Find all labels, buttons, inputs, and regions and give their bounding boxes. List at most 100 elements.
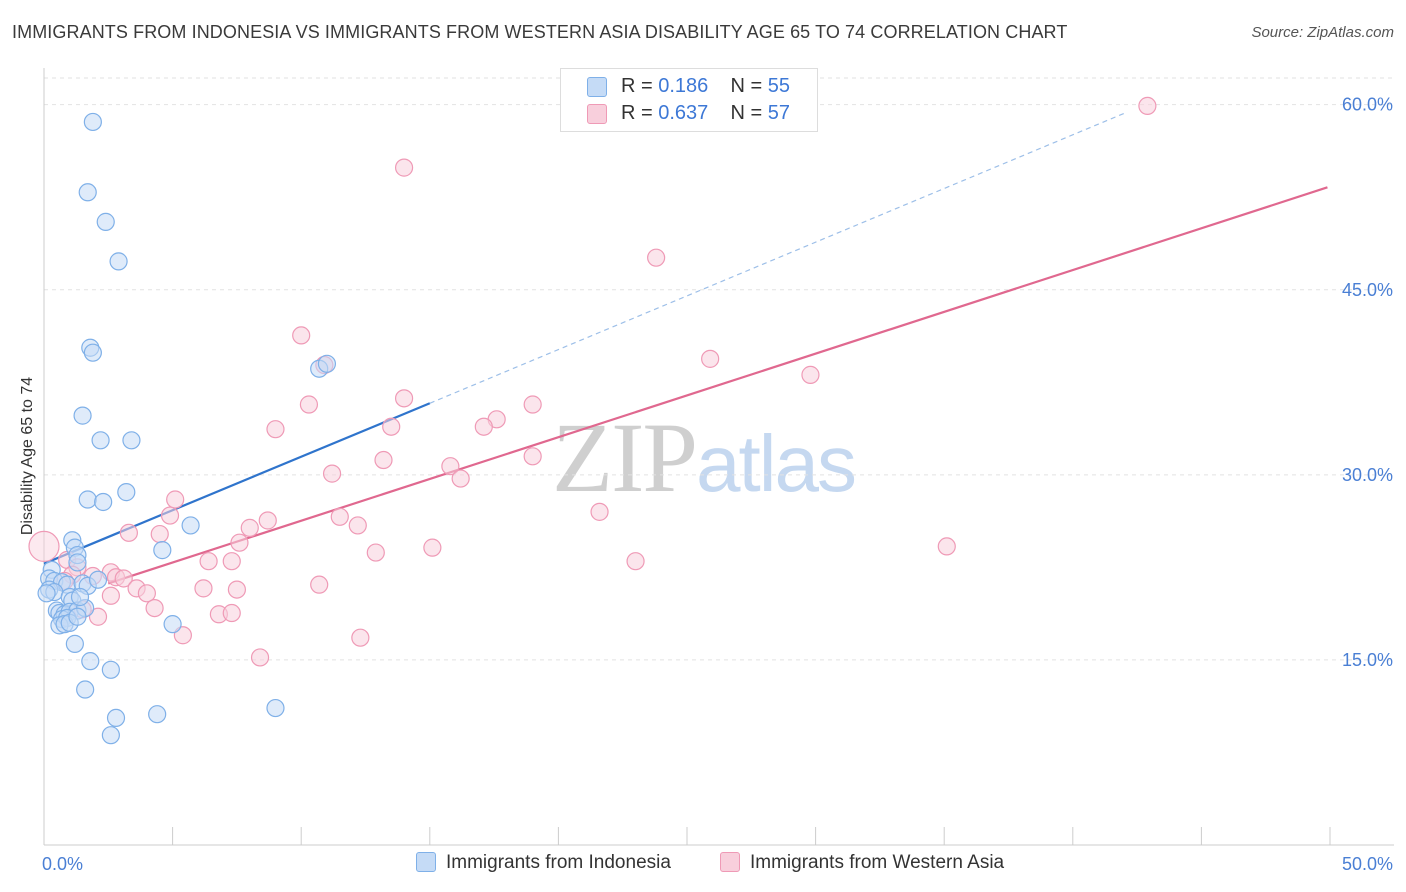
legend-r-label: R = — [621, 102, 653, 124]
point-western-asia — [119, 523, 138, 542]
point-western-asia — [523, 395, 542, 414]
point-indonesia — [101, 660, 120, 679]
data-points — [28, 96, 1157, 745]
x-tick-label-max: 50.0% — [1342, 854, 1393, 874]
point-western-asia — [523, 447, 542, 466]
point-western-asia — [292, 326, 311, 345]
bottom-legend-indonesia: Immigrants from Indonesia — [416, 852, 671, 874]
tick-labels: 15.0% 30.0% 45.0% 60.0% 0.0% 50.0% — [42, 95, 1393, 874]
point-western-asia-cluster — [28, 530, 60, 563]
y-tick-label: 45.0% — [1342, 280, 1393, 300]
y-tick-label: 30.0% — [1342, 465, 1393, 485]
point-western-asia — [322, 464, 342, 483]
axes — [43, 68, 1394, 846]
point-western-asia — [173, 626, 192, 645]
point-western-asia — [801, 365, 820, 384]
point-indonesia — [317, 354, 337, 373]
point-western-asia — [937, 537, 956, 556]
point-indonesia — [65, 634, 84, 653]
point-western-asia — [250, 648, 270, 667]
point-western-asia — [366, 543, 385, 562]
point-western-asia — [1138, 96, 1157, 116]
point-indonesia — [94, 492, 113, 512]
point-western-asia — [451, 469, 470, 488]
point-western-asia — [258, 511, 277, 530]
point-indonesia — [81, 652, 100, 671]
point-indonesia — [109, 252, 128, 271]
legend-n-value-indonesia: 55 — [767, 75, 791, 97]
legend-n-label: N = — [730, 102, 763, 124]
point-indonesia — [37, 584, 56, 603]
y-tick-label: 15.0% — [1342, 650, 1393, 670]
point-indonesia — [76, 680, 95, 699]
point-indonesia — [181, 516, 200, 535]
correlation-legend: R = 0.186 N = 55 R = 0.637 N = 57 — [560, 68, 818, 132]
watermark-atlas: atlas — [696, 419, 857, 508]
point-indonesia — [266, 698, 285, 718]
legend-n-value-western-asia: 57 — [767, 102, 791, 124]
point-western-asia — [222, 552, 241, 571]
legend-r-value-western-asia: 0.637 — [658, 102, 709, 124]
bottom-legend-swatch-indonesia — [416, 852, 436, 872]
legend-r-label: R = — [621, 75, 653, 97]
point-western-asia — [351, 628, 370, 647]
point-western-asia — [441, 457, 460, 476]
point-western-asia — [101, 586, 120, 605]
source-credit: Source: ZipAtlas.com — [1251, 24, 1394, 41]
chart-title: IMMIGRANTS FROM INDONESIA VS IMMIGRANTS … — [12, 22, 1068, 42]
point-western-asia — [137, 584, 156, 603]
point-indonesia — [68, 553, 87, 572]
trend-line-1 — [107, 186, 1328, 585]
point-western-asia — [590, 502, 609, 521]
point-western-asia — [330, 507, 349, 526]
point-western-asia — [145, 598, 164, 618]
point-indonesia — [70, 587, 90, 607]
point-indonesia — [73, 406, 92, 425]
legend-n-label: N = — [730, 75, 763, 97]
point-indonesia — [68, 607, 87, 626]
point-western-asia — [394, 389, 414, 408]
point-western-asia — [374, 450, 393, 470]
point-indonesia — [88, 570, 108, 589]
trend-lines — [43, 112, 1328, 585]
point-western-asia — [194, 579, 213, 598]
watermark: ZIPatlas — [552, 400, 857, 515]
point-western-asia — [394, 158, 414, 177]
point-western-asia — [160, 506, 180, 525]
bottom-legend-label-indonesia: Immigrants from Indonesia — [446, 852, 671, 873]
point-western-asia — [423, 538, 442, 557]
trend-extension-0 — [429, 112, 1125, 404]
point-indonesia — [91, 431, 110, 450]
point-indonesia — [117, 483, 136, 502]
point-indonesia — [153, 541, 172, 560]
y-tick-label: 60.0% — [1342, 95, 1393, 115]
point-western-asia — [199, 552, 218, 571]
point-indonesia — [78, 490, 97, 509]
point-western-asia — [166, 490, 185, 509]
point-indonesia — [122, 431, 141, 450]
bottom-legend-swatch-western-asia — [720, 852, 740, 872]
point-western-asia — [474, 417, 493, 436]
point-western-asia — [227, 580, 246, 599]
point-western-asia — [266, 420, 285, 439]
point-western-asia — [230, 533, 249, 552]
point-western-asia — [150, 524, 169, 544]
point-western-asia — [701, 349, 720, 368]
x-tick-label-min: 0.0% — [42, 854, 83, 874]
legend-swatch-indonesia — [587, 77, 607, 97]
point-western-asia — [240, 518, 259, 537]
watermark-zip: ZIP — [552, 402, 698, 513]
trend-line-0 — [43, 402, 431, 565]
point-indonesia — [96, 212, 115, 231]
point-western-asia — [222, 603, 241, 623]
point-indonesia — [78, 183, 97, 202]
point-indonesia — [163, 615, 182, 634]
point-western-asia — [310, 575, 329, 594]
point-western-asia — [647, 248, 666, 267]
point-western-asia — [348, 516, 367, 535]
point-indonesia — [83, 343, 102, 362]
point-indonesia — [83, 112, 102, 132]
legend-swatch-western-asia — [587, 104, 607, 124]
point-western-asia — [114, 569, 133, 588]
point-western-asia — [626, 552, 645, 571]
